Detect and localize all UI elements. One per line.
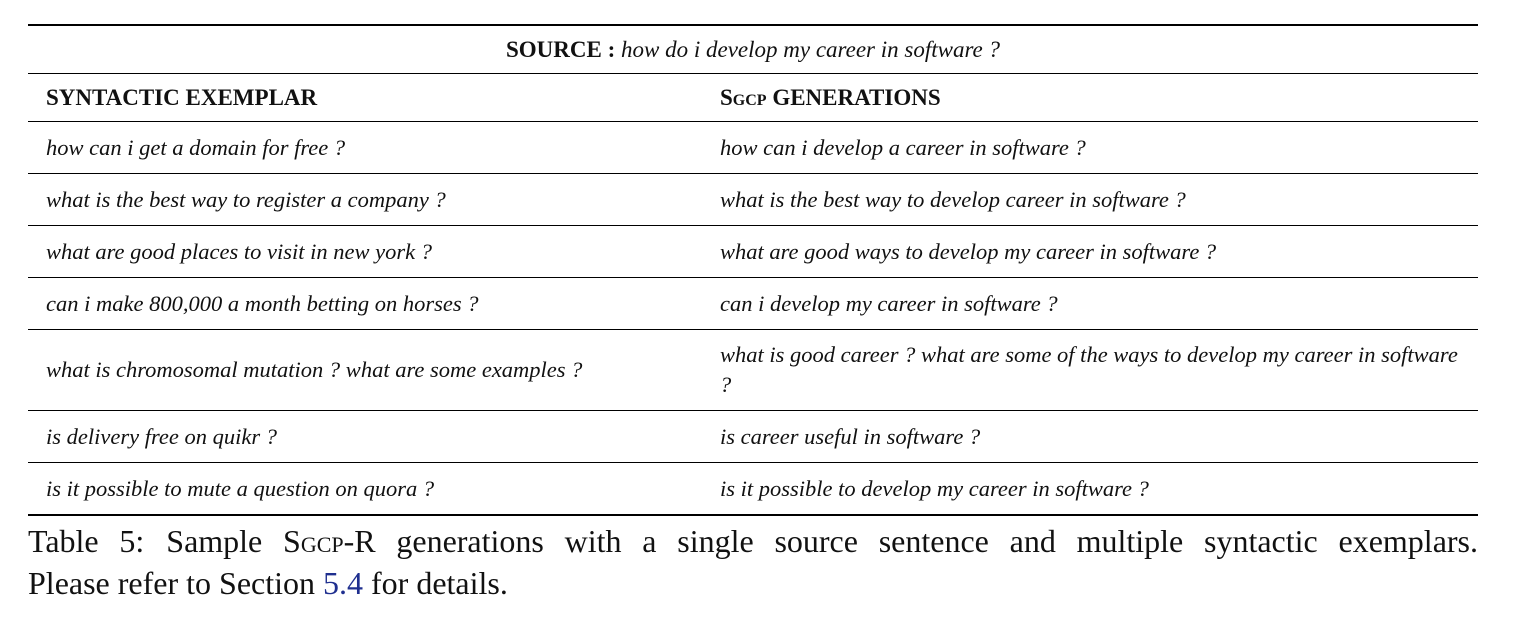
source-text: how do i develop my career in software ? bbox=[621, 37, 1000, 62]
exemplar-cell: can i make 800,000 a month betting on ho… bbox=[28, 278, 702, 330]
exemplar-cell: what are good places to visit in new yor… bbox=[28, 226, 702, 278]
table-row: what is chromosomal mutation ? what are … bbox=[28, 330, 1478, 411]
table-row: how can i get a domain for free ? how ca… bbox=[28, 122, 1478, 174]
table-caption: Table 5: Sample Sgcp-R generations with a… bbox=[28, 520, 1478, 604]
table-row: what is the best way to register a compa… bbox=[28, 174, 1478, 226]
source-label: SOURCE : bbox=[506, 37, 615, 62]
caption-line-1: Table 5: Sample Sgcp-R generations with a… bbox=[28, 520, 1478, 562]
exemplar-cell: what is the best way to register a compa… bbox=[28, 174, 702, 226]
caption-line-2: Please refer to Section 5.4 for details. bbox=[28, 565, 508, 601]
source-cell: SOURCE : how do i develop my career in s… bbox=[28, 25, 1478, 74]
caption-line2-post: for details. bbox=[363, 565, 508, 601]
header-exemplar: SYNTACTIC EXEMPLAR bbox=[28, 74, 702, 122]
generation-cell: what is good career ? what are some of t… bbox=[702, 330, 1478, 411]
table-row: is delivery free on quikr ? is career us… bbox=[28, 411, 1478, 463]
caption-table-label: Table 5: bbox=[28, 523, 144, 559]
exemplar-cell: how can i get a domain for free ? bbox=[28, 122, 702, 174]
exemplar-cell: is it possible to mute a question on quo… bbox=[28, 463, 702, 516]
caption-line2-pre: Please refer to Section bbox=[28, 565, 323, 601]
caption-text-pre: Sample bbox=[166, 523, 283, 559]
generation-cell: how can i develop a career in software ? bbox=[702, 122, 1478, 174]
header-model-name: Sgcp bbox=[720, 85, 767, 110]
section-reference-link[interactable]: 5.4 bbox=[323, 565, 363, 601]
table-row: what are good places to visit in new yor… bbox=[28, 226, 1478, 278]
exemplar-cell: what is chromosomal mutation ? what are … bbox=[28, 330, 702, 411]
generation-cell: what is the best way to develop career i… bbox=[702, 174, 1478, 226]
source-row: SOURCE : how do i develop my career in s… bbox=[28, 25, 1478, 74]
table-row: can i make 800,000 a month betting on ho… bbox=[28, 278, 1478, 330]
caption-model-name: Sgcp bbox=[283, 523, 344, 559]
header-row: SYNTACTIC EXEMPLAR Sgcp GENERATIONS bbox=[28, 74, 1478, 122]
results-table-container: SOURCE : how do i develop my career in s… bbox=[28, 24, 1478, 516]
results-table: SOURCE : how do i develop my career in s… bbox=[28, 24, 1478, 516]
header-generations: Sgcp GENERATIONS bbox=[702, 74, 1478, 122]
exemplar-cell: is delivery free on quikr ? bbox=[28, 411, 702, 463]
generation-cell: what are good ways to develop my career … bbox=[702, 226, 1478, 278]
generation-cell: is career useful in software ? bbox=[702, 411, 1478, 463]
table-row: is it possible to mute a question on quo… bbox=[28, 463, 1478, 516]
header-generations-label: GENERATIONS bbox=[767, 85, 941, 110]
caption-text-mid: -R generations with a single source sent… bbox=[344, 523, 1478, 559]
generation-cell: is it possible to develop my career in s… bbox=[702, 463, 1478, 516]
generation-cell: can i develop my career in software ? bbox=[702, 278, 1478, 330]
